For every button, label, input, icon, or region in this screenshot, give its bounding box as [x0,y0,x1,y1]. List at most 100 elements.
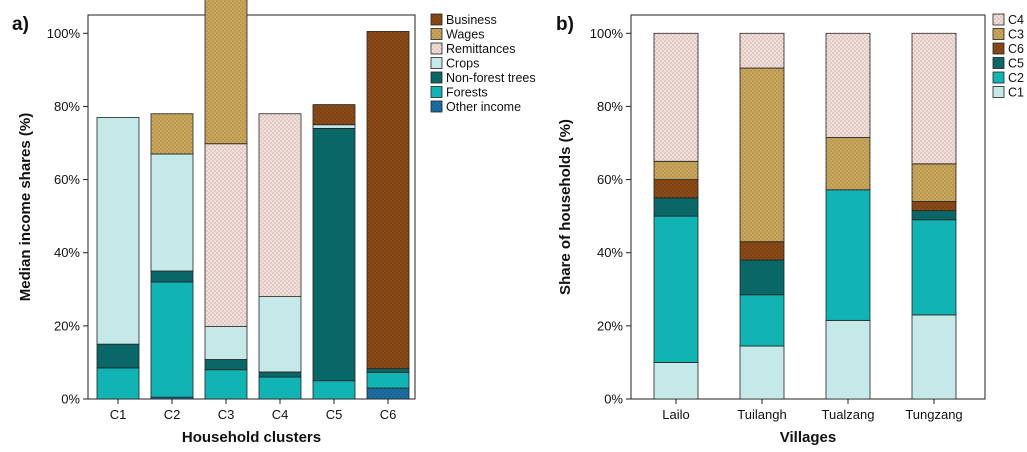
bar-segment-tuilangh-c5 [739,259,785,296]
bar-segment-c3-remittances [204,143,248,327]
y-tick-label: 100% [47,26,81,41]
bar-segment-tungzang-c1 [911,314,957,400]
y-tick-label: 40% [54,245,80,260]
bar-segment-c5-forests [312,380,356,400]
x-tick-label: C1 [110,407,127,422]
x-tick-label: C6 [380,407,397,422]
plot-frame [630,14,986,400]
legend-swatch-c3 [992,28,1005,40]
x-tick-label: Tuilangh [737,407,786,422]
y-tick-label: 60% [54,172,80,187]
bar-segment-c3-crops [204,326,248,360]
bar-segment-tuilangh-c4 [739,32,785,69]
bar-segment-tuilangh-c2 [739,294,785,347]
legend-label-c2: C2 [1008,71,1024,85]
panel-a-chart: 0% 20% 40% 60% 80% 100% C1 C2 C3 C4 C5 C6 Household … [12,0,536,446]
legend-label-c1: C1 [1008,86,1024,100]
panel-b-chart: 0% 20% 40% 60% 80% 100% Lailo Tuilangh Tualzang T… [556,13,1024,446]
y-tick-label: 80% [54,99,80,114]
bar-segment-c2-forests [150,281,194,398]
x-tick-label: C3 [218,407,235,422]
y-tick-label: 0% [61,392,80,407]
bar-segment-c2-wages [150,113,194,155]
legend-swatch-c5 [992,57,1005,69]
bar-segment-c4-forests [258,376,302,400]
y-tick-label: 20% [54,318,80,333]
bar-segment-c6-non-forest-trees [366,368,410,373]
y-axis-title: Share of households (%) [557,119,574,295]
legend-label-forests: Forests [446,86,488,100]
legend-label-non-forest-trees: Non-forest trees [446,71,536,85]
x-tick-label: C4 [272,407,289,422]
legend-swatch-non-forest-trees [430,71,443,84]
bar-segment-c6-other-income [366,387,410,400]
y-tick-label: 100% [590,26,624,41]
legend-label-c3: C3 [1008,28,1024,42]
bar-segment-c4-non-forest-trees [258,371,302,378]
legend-label-c5: C5 [1008,57,1024,71]
legend-swatch-forests [430,86,443,98]
bar-segment-c6-forests [366,371,410,389]
bar-segment-lailo-c3 [653,160,699,180]
bar-segment-tungzang-c6 [911,201,957,212]
bar-segment-c3-non-forest-trees [204,359,248,371]
legend-swatch-c4 [992,13,1005,26]
x-axis-title: Villages [780,429,836,446]
bar-segment-c3-forests [204,369,248,400]
bar-segment-c4-crops [258,296,302,373]
legend: BusinessWagesRemittancesCropsNon-forest … [430,13,536,114]
bar-segment-c2-crops [150,153,194,272]
bar-segment-c5-business [312,104,356,126]
x-tick-label: Tungzang [905,407,962,422]
bar-segment-tuilangh-c6 [739,241,785,261]
bar-segment-tualzang-c2 [825,189,871,321]
bar-segment-c4-remittances [258,113,302,298]
x-tick-label: Tualzang [822,407,875,422]
legend-label-c6: C6 [1008,42,1024,56]
legend-swatch-other-income [430,100,443,113]
legend-swatch-business [430,13,443,26]
legend-swatch-c1 [992,86,1005,98]
legend-label-remittances: Remittances [446,42,515,56]
bar-segment-tuilangh-c1 [739,345,785,400]
bar-segment-tualzang-c1 [825,319,871,400]
bar-segment-c1-forests [96,367,140,400]
x-tick-label: Lailo [662,407,689,422]
legend-label-wages: Wages [446,28,484,42]
legend-label-c4: C4 [1008,13,1024,27]
legend-label-crops: Crops [446,57,479,71]
bar-segment-lailo-c5 [653,197,699,217]
legend-swatch-c6 [992,42,1005,55]
legend-swatch-crops [430,57,443,69]
bar-segment-c6-business [366,31,410,370]
bar-segment-tuilangh-c3 [739,67,785,243]
x-tick-label: C2 [164,407,181,422]
bar-segment-tungzang-c4 [911,32,957,165]
bar-segment-lailo-c6 [653,179,699,199]
x-tick-label: C5 [326,407,343,422]
plot-frame [87,14,416,400]
bar-segment-lailo-c4 [653,32,699,162]
bar-segment-c1-crops [96,117,140,345]
legend-swatch-remittances [430,42,443,55]
bar-segment-tualzang-c3 [825,137,871,191]
y-tick-label: 80% [597,99,623,114]
bar-segment-c5-non-forest-trees [312,127,356,382]
legend-swatch-c2 [992,71,1005,84]
panel-label: b) [556,14,574,35]
y-tick-label: 20% [597,318,623,333]
bar-segment-tungzang-c5 [911,210,957,221]
bar-segment-tungzang-c3 [911,163,957,202]
bar-segment-lailo-c1 [653,362,699,400]
bar-segment-lailo-c2 [653,215,699,363]
bar-segment-c5-crops [312,124,356,129]
y-tick-label: 60% [597,172,623,187]
x-axis-title: Household clusters [182,429,321,446]
y-tick-label: 0% [604,392,623,407]
panel-label: a) [12,14,29,35]
bar-segment-c2-non-forest-trees [150,270,194,283]
legend-label-other-income: Other income [446,100,521,114]
y-axis-title: Median income shares (%) [17,113,34,301]
